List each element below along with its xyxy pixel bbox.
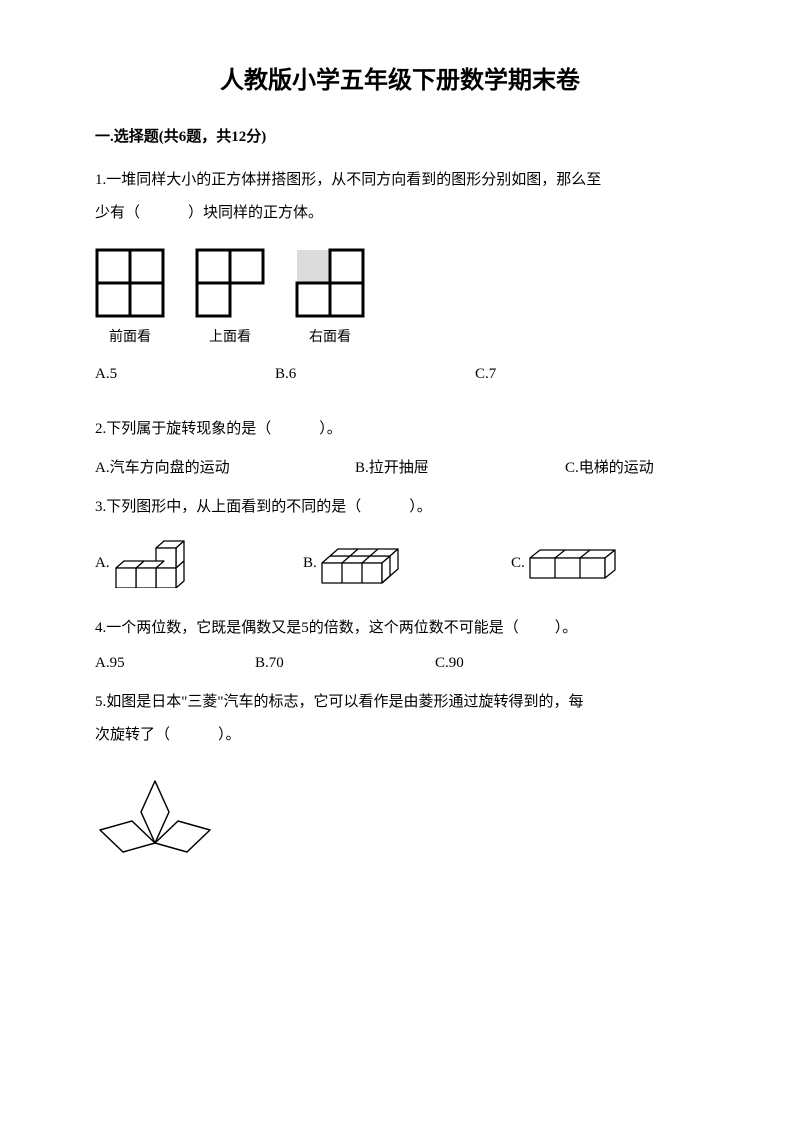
q2-text-a: 2.下列属于旋转现象的是（	[95, 421, 271, 437]
q2-options: A.汽车方向盘的运动 B.拉开抽屉 C.电梯的运动	[95, 456, 705, 477]
q1-text-c: ）块同样的正方体。	[188, 205, 323, 221]
q4-opt-a: A.95	[95, 655, 255, 672]
q1-fig-front: 前面看	[95, 248, 165, 346]
q1-options: A.5 B.6 C.7	[95, 366, 705, 383]
cubes-1x3-icon	[525, 546, 620, 581]
question-2: 2.下列属于旋转现象的是（ ）。	[95, 413, 705, 446]
q3-opt-b-label: B.	[303, 555, 317, 572]
q2-opt-a: A.汽车方向盘的运动	[95, 456, 355, 477]
q3-opt-a: A.	[95, 538, 295, 588]
q1-figures: 前面看 上面看 右面看	[95, 248, 705, 346]
q1-label-top: 上面看	[195, 326, 265, 346]
grid-L-icon	[195, 248, 265, 318]
question-3: 3.下列图形中，从上面看到的不同的是（ ）。	[95, 491, 705, 524]
q3-opt-c: C.	[511, 546, 671, 581]
q3-opt-b: B.	[303, 541, 503, 586]
q2-text-b: ）。	[319, 421, 342, 437]
q4-text-b: ）。	[555, 620, 578, 636]
q4-text-a: 4.一个两位数，它既是偶数又是5的倍数，这个两位数不可能是（	[95, 620, 519, 636]
q5-text-c: ）。	[218, 727, 241, 743]
cubes-2x3-icon	[317, 541, 402, 586]
q4-opt-c: C.90	[435, 655, 615, 672]
cubes-L-icon	[110, 538, 200, 588]
question-1: 1.一堆同样大小的正方体拼搭图形，从不同方向看到的图形分别如图，那么至 少有（ ）…	[95, 164, 705, 230]
q4-options: A.95 B.70 C.90	[95, 655, 705, 672]
q1-text-b: 少有（	[95, 205, 140, 221]
q3-opt-a-label: A.	[95, 555, 110, 572]
q2-opt-c: C.电梯的运动	[565, 456, 705, 477]
q4-opt-b: B.70	[255, 655, 435, 672]
mitsubishi-icon	[95, 776, 215, 886]
question-4: 4.一个两位数，它既是偶数又是5的倍数，这个两位数不可能是（ ）。	[95, 612, 705, 645]
grid-shaded-icon	[295, 248, 365, 318]
question-5: 5.如图是日本"三菱"汽车的标志，它可以看作是由菱形通过旋转得到的，每 次旋转了…	[95, 686, 705, 752]
q1-label-front: 前面看	[95, 326, 165, 346]
q1-fig-top: 上面看	[195, 248, 265, 346]
q5-text-a: 5.如图是日本"三菱"汽车的标志，它可以看作是由菱形通过旋转得到的，每	[95, 694, 584, 710]
q5-figure	[95, 776, 705, 886]
q1-label-right: 右面看	[295, 326, 365, 346]
q1-opt-a: A.5	[95, 366, 275, 383]
page-title: 人教版小学五年级下册数学期末卷	[95, 60, 705, 95]
q1-opt-c: C.7	[475, 366, 655, 383]
section-header: 一.选择题(共6题，共12分)	[95, 125, 705, 146]
q3-text-a: 3.下列图形中，从上面看到的不同的是（	[95, 499, 361, 515]
q3-opt-c-label: C.	[511, 555, 525, 572]
q5-text-b: 次旋转了（	[95, 727, 170, 743]
q1-opt-b: B.6	[275, 366, 475, 383]
grid-2x2-icon	[95, 248, 165, 318]
q2-opt-b: B.拉开抽屉	[355, 456, 565, 477]
q3-text-b: ）。	[409, 499, 432, 515]
q1-text-a: 1.一堆同样大小的正方体拼搭图形，从不同方向看到的图形分别如图，那么至	[95, 172, 601, 188]
q3-options: A. B.	[95, 538, 705, 588]
q1-fig-right: 右面看	[295, 248, 365, 346]
